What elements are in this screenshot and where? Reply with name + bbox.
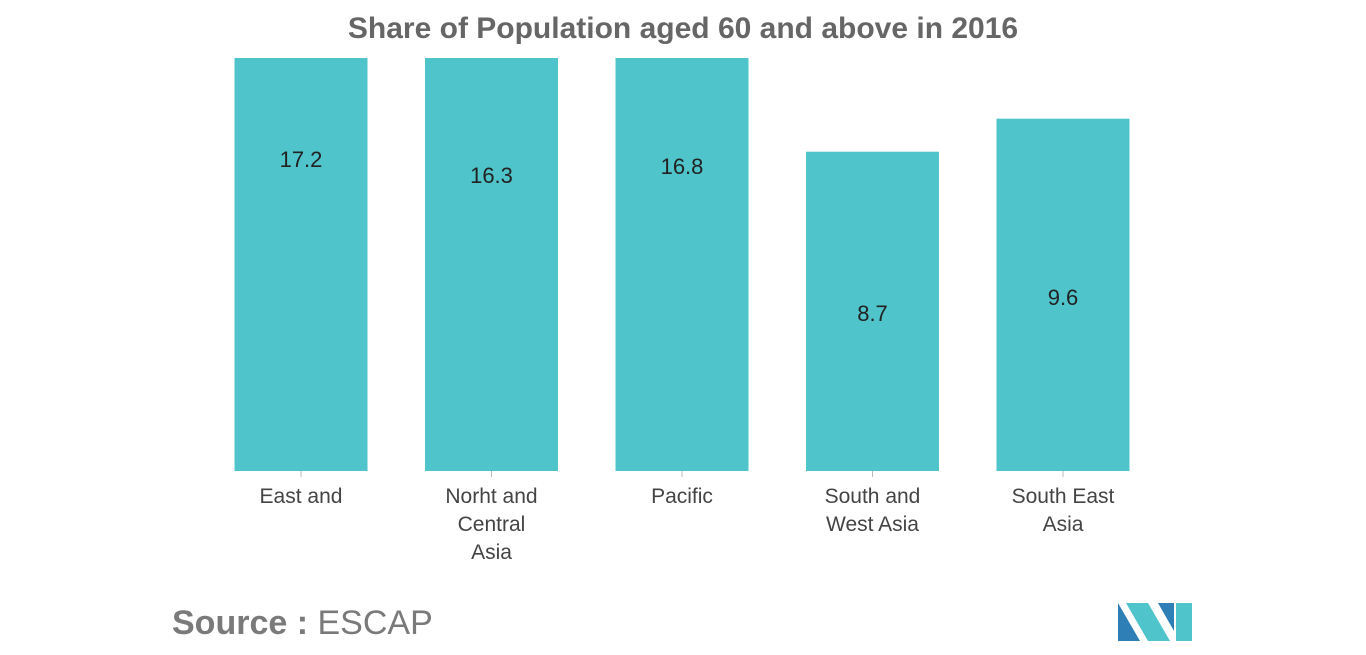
data-label-3: 8.7 [857,301,888,326]
logo-mid-shape [1126,603,1170,641]
source-label: Source : [172,604,309,642]
category-label-3: South and West Asia [825,485,921,536]
chart-title: Share of Population aged 60 and above in… [347,12,1019,45]
logo-left-shape [1118,603,1140,641]
bar-4 [996,118,1130,472]
bar-0 [234,58,368,471]
bar-2 [615,58,749,471]
bar-1 [425,58,558,471]
category-label-4: South East Asia [1012,485,1115,536]
category-label-1: Norht and Central Asia [445,485,537,564]
source-value: ESCAP [317,604,433,642]
brand-logo-icon [1118,603,1192,641]
data-label-1: 16.3 [470,163,513,188]
bar-chart: 17.2 East and 16.3 Norht and Central Asia 16.8… [234,58,1130,564]
data-label-4: 9.6 [1048,285,1079,310]
category-label-2: Pacific [651,485,713,508]
data-label-2: 16.8 [661,154,704,179]
data-label-0: 17.2 [280,147,323,172]
category-label-0: East and [260,485,343,508]
source-note: Source : ESCAP [172,604,433,643]
bar-3 [806,151,939,471]
logo-right-shape [1158,603,1174,631]
logo-far-right-shape [1176,603,1192,641]
